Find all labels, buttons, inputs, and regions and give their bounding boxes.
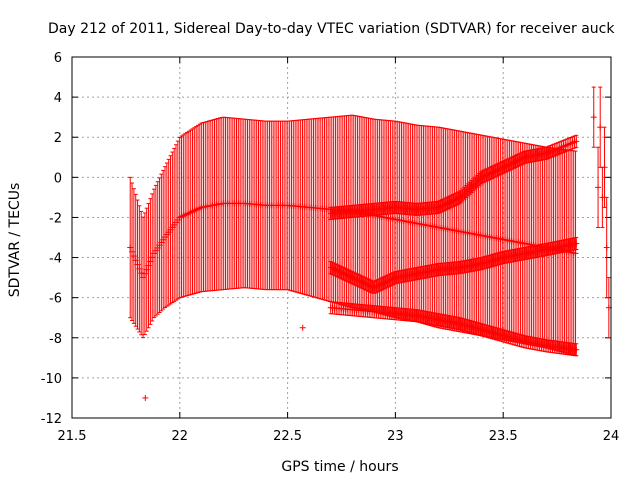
x-axis-label: GPS time / hours xyxy=(281,459,398,475)
x-tick-label: 21.5 xyxy=(58,429,87,444)
chart-title: Day 212 of 2011, Sidereal Day-to-day VTE… xyxy=(48,21,615,37)
series-lower-trend xyxy=(327,301,580,357)
series-outliers xyxy=(142,324,306,401)
series-late-cluster xyxy=(590,86,612,339)
y-tick-label: 2 xyxy=(54,131,62,146)
y-tick-label: -2 xyxy=(49,211,62,226)
series xyxy=(127,86,612,401)
y-tick-label: -8 xyxy=(49,332,62,347)
plot-frame xyxy=(71,56,612,419)
y-tick-label: 0 xyxy=(54,171,62,186)
x-tick-label: 22.5 xyxy=(273,429,302,444)
y-tick-label: 6 xyxy=(54,51,62,66)
series-upper-trend xyxy=(127,114,579,357)
y-tick-label: -10 xyxy=(41,372,62,387)
series-mid-trend xyxy=(327,237,580,294)
x-tick-label: 24 xyxy=(603,429,620,444)
x-tick-label: 23 xyxy=(387,429,404,444)
x-tick-label: 23.5 xyxy=(489,429,518,444)
series-rising-trend xyxy=(327,134,580,220)
y-tick-label: -12 xyxy=(41,412,62,427)
y-axis-label: SDTVAR / TECUs xyxy=(7,183,23,298)
y-tick-label: -4 xyxy=(49,252,62,267)
x-tick-label: 22 xyxy=(172,429,189,444)
y-tick-label: -6 xyxy=(49,292,62,307)
y-tick-label: 4 xyxy=(54,91,62,106)
